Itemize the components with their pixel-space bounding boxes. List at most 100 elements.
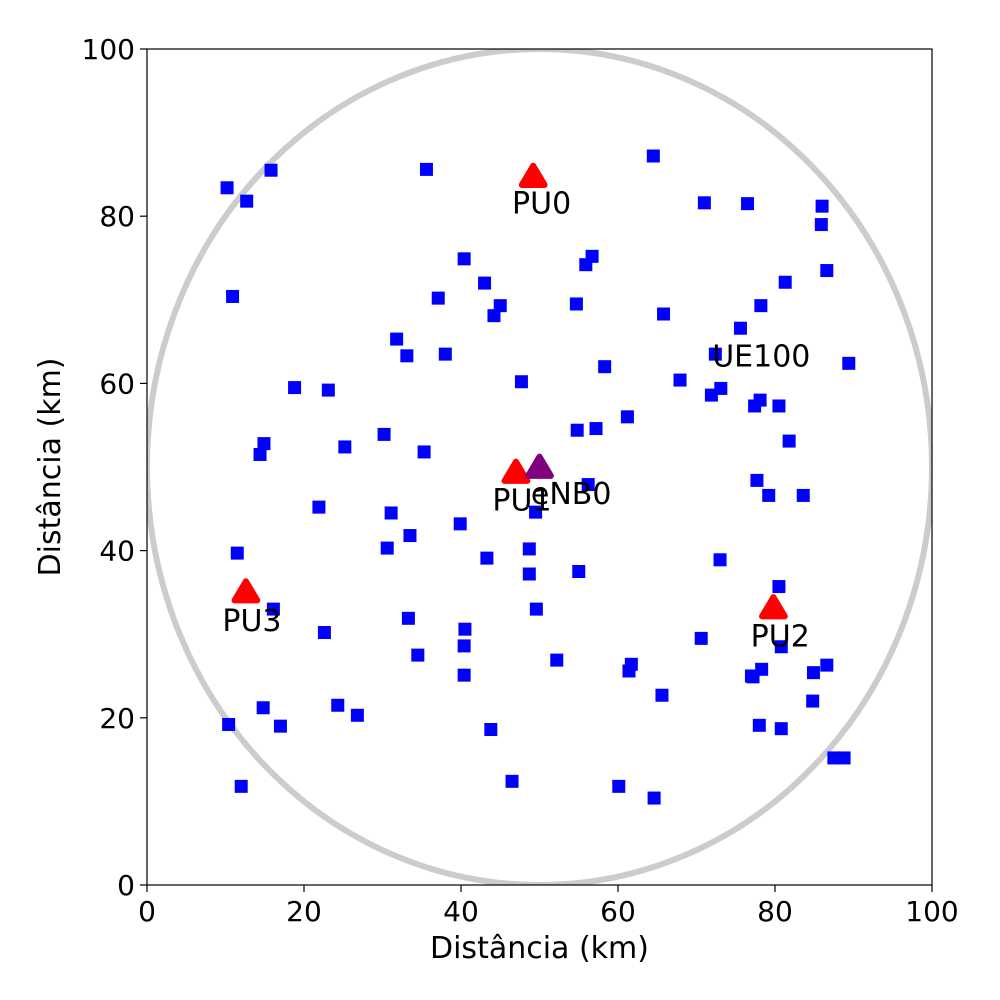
data-point-s0-67 <box>458 622 472 636</box>
data-point-s0-42 <box>377 427 391 441</box>
data-point-s0-20 <box>457 252 471 266</box>
data-point-s0-80 <box>820 658 834 672</box>
data-point-s0-96 <box>647 791 661 805</box>
data-point-s0-43 <box>417 445 431 459</box>
y-tick-label-3: 60 <box>99 367 135 400</box>
x-axis: 0 20 40 60 80 100 <box>138 885 959 928</box>
data-point-s0-92 <box>827 751 841 765</box>
data-point-s0-97 <box>234 779 248 793</box>
data-point-s0-0 <box>220 181 234 195</box>
data-point-s0-71 <box>550 653 564 667</box>
data-point-s0-91 <box>806 694 820 708</box>
data-point-s0-79 <box>746 670 760 684</box>
data-point-s0-19 <box>478 276 492 290</box>
x-tick-label-4: 80 <box>757 895 793 928</box>
data-point-s0-13 <box>657 307 671 321</box>
data-point-s0-36 <box>753 393 767 407</box>
y-tick-label-0: 0 <box>117 869 135 902</box>
data-point-s0-86 <box>222 717 236 731</box>
data-point-s0-47 <box>750 473 764 487</box>
data-point-s0-22 <box>226 289 240 303</box>
x-tick-label-3: 60 <box>600 895 636 928</box>
data-point-s0-68 <box>457 639 471 653</box>
data-point-s0-44 <box>338 440 352 454</box>
data-point-s0-16 <box>569 297 583 311</box>
data-point-s0-6 <box>741 197 755 211</box>
data-point-s0-28 <box>514 375 528 389</box>
data-point-s0-58 <box>480 551 494 565</box>
data-point-s0-51 <box>529 505 543 519</box>
data-point-s0-74 <box>457 668 471 682</box>
data-point-s0-69 <box>317 626 331 640</box>
data-point-s0-18 <box>487 309 501 323</box>
data-point-s0-56 <box>380 541 394 555</box>
data-point-s0-40 <box>589 422 603 436</box>
data-point-s0-84 <box>350 708 364 722</box>
data-point-s0-81 <box>806 666 820 680</box>
data-point-s1-1 <box>501 458 531 484</box>
point-label-5: UE100 <box>712 340 810 375</box>
data-point-s0-94 <box>505 774 519 788</box>
data-point-s0-65 <box>529 602 543 616</box>
data-point-s0-55 <box>403 529 417 543</box>
y-tick-label-1: 20 <box>99 702 135 735</box>
data-point-s0-31 <box>708 347 722 361</box>
point-label-2: eNB0 <box>531 477 612 512</box>
plot-area <box>147 49 932 885</box>
data-point-s0-70 <box>411 648 425 662</box>
data-point-s0-61 <box>572 565 586 578</box>
data-point-s0-37 <box>772 399 786 413</box>
x-tick-label-2: 40 <box>443 895 479 928</box>
data-point-s0-30 <box>673 373 687 387</box>
x-tick-label-0: 0 <box>138 895 156 928</box>
data-point-s0-21 <box>431 291 445 305</box>
data-point-s0-64 <box>266 602 280 616</box>
data-point-s0-7 <box>815 199 829 213</box>
data-point-s0-34 <box>704 388 718 402</box>
data-point-s0-5 <box>697 196 711 210</box>
data-point-s0-2 <box>264 163 278 177</box>
x-axis-label: Distância (km) <box>430 931 649 966</box>
data-point-s1-2 <box>759 594 788 620</box>
y-axis: 0 20 40 60 80 100 <box>82 33 147 902</box>
data-point-s1-3 <box>231 578 261 604</box>
y-tick-label-2: 40 <box>99 535 135 568</box>
data-point-s0-24 <box>400 349 414 363</box>
data-point-s0-88 <box>484 723 498 737</box>
data-point-s0-45 <box>257 437 271 451</box>
data-point-s0-87 <box>273 719 287 733</box>
data-point-s0-1 <box>240 194 254 208</box>
data-point-s0-75 <box>694 631 708 645</box>
data-point-s0-3 <box>419 162 433 176</box>
data-point-s0-52 <box>312 500 326 514</box>
data-point-s0-85 <box>256 701 270 715</box>
point-label-3: PU2 <box>751 620 810 655</box>
data-point-s0-4 <box>646 149 660 163</box>
data-point-s2-0 <box>525 453 554 479</box>
data-point-s1-0 <box>518 162 548 188</box>
data-point-s0-90 <box>774 722 788 736</box>
point-label-1: PU1 <box>492 483 551 518</box>
data-point-s0-41 <box>570 423 584 437</box>
data-point-s0-26 <box>288 381 302 395</box>
data-point-s0-17 <box>493 299 507 313</box>
data-point-s0-62 <box>713 553 727 567</box>
plot-frame <box>146 48 933 886</box>
data-point-s0-63 <box>772 580 786 594</box>
data-point-s0-10 <box>778 275 792 289</box>
data-point-s0-9 <box>820 264 834 278</box>
data-point-s0-15 <box>579 258 593 272</box>
data-point-s0-95 <box>612 779 626 793</box>
y-tick-label-4: 80 <box>99 200 135 233</box>
point-label-0: PU0 <box>512 187 571 222</box>
data-point-s0-27 <box>321 383 335 397</box>
data-point-s0-54 <box>453 517 467 531</box>
data-point-s0-60 <box>522 567 536 581</box>
x-tick-label-5: 100 <box>905 895 958 928</box>
data-point-s0-53 <box>384 506 398 520</box>
x-tick-label-1: 20 <box>286 895 322 928</box>
data-point-s0-12 <box>733 321 747 335</box>
y-axis-label: Distância (km) <box>33 358 68 577</box>
data-point-s0-66 <box>401 611 415 625</box>
